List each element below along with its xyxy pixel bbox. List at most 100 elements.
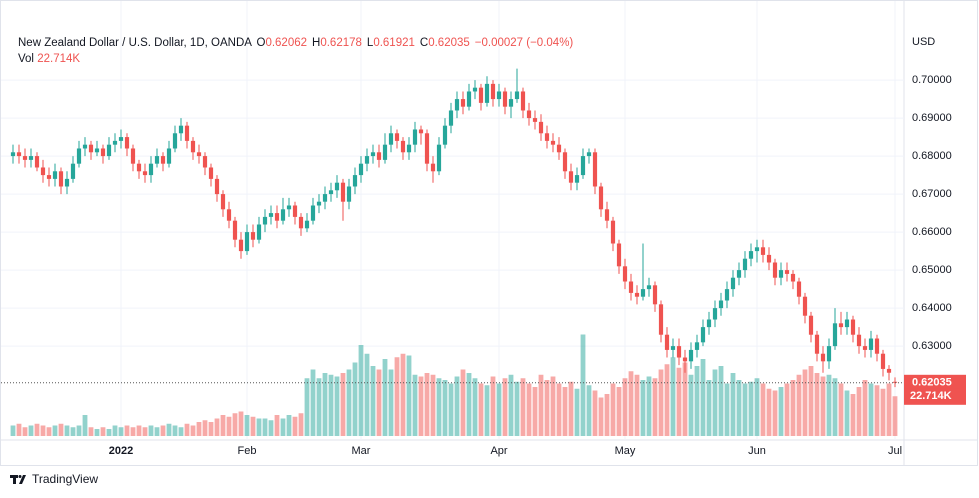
candle-body — [664, 334, 670, 350]
volume-bar — [22, 427, 28, 436]
currency: USD — [912, 36, 935, 48]
frame — [0, 0, 978, 466]
volume-bar — [94, 429, 100, 436]
volume-bar — [412, 374, 418, 436]
volume-bar — [664, 364, 670, 436]
volume-bar — [766, 388, 772, 436]
volume-bar — [334, 376, 340, 436]
volume-bar — [208, 422, 214, 436]
volume-bar — [46, 427, 52, 436]
candle-body — [256, 224, 262, 240]
candle-body — [46, 175, 52, 179]
candle-body — [76, 148, 82, 164]
volume-bar — [292, 416, 298, 436]
volume-bar — [658, 369, 664, 436]
volume-bar — [118, 427, 124, 436]
candle-body — [874, 338, 880, 354]
volume-bar — [874, 385, 880, 436]
volume-bar — [526, 383, 532, 436]
volume-bar — [550, 376, 556, 436]
candle-body — [280, 209, 286, 221]
candle-body — [502, 91, 508, 107]
candle-body — [568, 171, 574, 183]
volume-bar — [322, 373, 328, 436]
volume-bar — [88, 427, 94, 436]
candle-body — [610, 220, 616, 244]
candle-body — [550, 140, 556, 145]
candle-body — [220, 194, 226, 210]
candle-body — [496, 91, 502, 100]
volume-bar — [148, 425, 154, 436]
candle-body — [118, 137, 124, 141]
candle-body — [310, 205, 316, 221]
candle-body — [172, 133, 178, 149]
volume-bar — [700, 359, 706, 436]
candle-body — [748, 251, 754, 259]
volume-bar — [562, 387, 568, 436]
volume-bar — [394, 357, 400, 436]
volume-bar — [430, 374, 436, 436]
volume-bar — [724, 383, 730, 436]
volume-bar — [622, 378, 628, 436]
volume-bar — [214, 418, 220, 436]
candle-body — [802, 296, 808, 316]
candle-body — [736, 270, 742, 278]
candle-body — [148, 163, 154, 176]
candle-body — [298, 216, 304, 229]
candle-body — [430, 163, 436, 172]
volume-bar — [862, 380, 868, 436]
candle-body — [850, 319, 856, 335]
candle-body — [544, 133, 550, 141]
candle-body — [772, 262, 778, 278]
candle-body — [82, 144, 88, 149]
volume-bar — [742, 383, 748, 436]
volume-bar — [184, 423, 190, 436]
candle-body — [706, 319, 712, 328]
volume-bar — [778, 387, 784, 436]
x-tick-label: Mar — [352, 445, 371, 457]
candle-body — [580, 156, 586, 176]
candle-body — [382, 144, 388, 160]
volume-bar — [400, 353, 406, 436]
volume-bar — [676, 367, 682, 436]
candle-body — [340, 182, 346, 202]
candle-body — [400, 140, 406, 153]
volume-bar — [274, 415, 280, 436]
candle-body — [16, 152, 22, 157]
candle-body — [658, 304, 664, 335]
logo — [10, 475, 26, 484]
candle-body — [394, 133, 400, 141]
volume-bar — [196, 422, 202, 436]
volume-bar — [28, 425, 34, 436]
symbol: New Zealand Dollar / U.S. Dollar, 1D, OA… — [18, 37, 252, 49]
volume-bar — [58, 423, 64, 436]
x-tick-label: Jul — [888, 445, 902, 457]
candle-body — [418, 129, 424, 134]
candle-body — [634, 292, 640, 297]
volume-bar — [40, 425, 46, 436]
volume-bar — [808, 366, 814, 436]
candle-body — [514, 91, 520, 100]
candle-body — [844, 319, 850, 328]
candle-body — [58, 171, 64, 187]
candle-body — [100, 148, 106, 157]
volume-bar — [406, 355, 412, 436]
candle-body — [466, 91, 472, 107]
volume-bar — [802, 369, 808, 436]
high-value: 0.62178 — [320, 37, 362, 49]
candles — [10, 68, 898, 388]
volume-bar — [640, 380, 646, 436]
volume-bar — [538, 374, 544, 436]
candle-body — [124, 137, 130, 149]
candle-body — [40, 167, 46, 176]
volume-bar — [838, 383, 844, 436]
volume-bar — [328, 374, 334, 436]
candle-body — [142, 171, 148, 176]
candle-body — [154, 156, 160, 164]
volume-bar — [280, 418, 286, 436]
candle-body — [364, 156, 370, 164]
candle-body — [484, 83, 490, 103]
volume-bar — [670, 357, 676, 436]
candle-body — [892, 381, 898, 383]
